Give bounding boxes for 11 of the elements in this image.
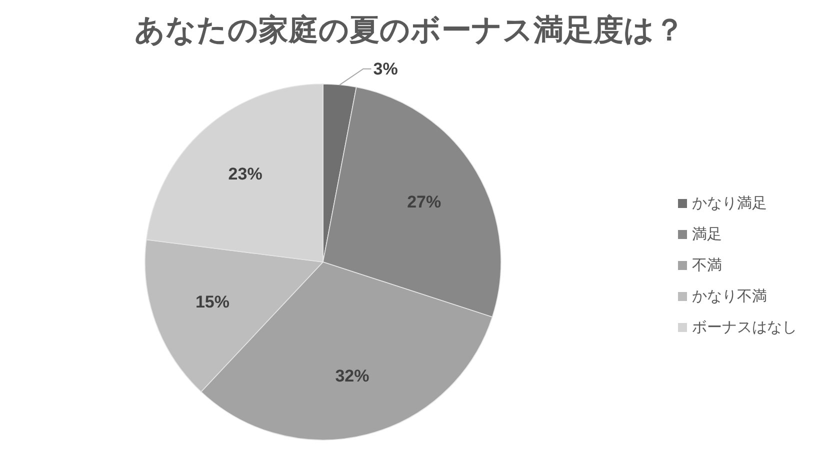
legend-label: 満足 xyxy=(692,225,722,244)
legend-label: かなり満足 xyxy=(692,194,767,213)
data-label: 15% xyxy=(195,292,230,312)
data-label: 3% xyxy=(373,59,398,78)
chart-title: あなたの家庭の夏のボーナス満足度は？ xyxy=(134,12,684,48)
data-label: 23% xyxy=(228,164,262,184)
legend-label: 不満 xyxy=(692,256,722,275)
legend-label: かなり不満 xyxy=(692,287,767,306)
data-label: 27% xyxy=(407,192,442,212)
data-label: 32% xyxy=(335,366,370,386)
legend-label: ボーナスはなし xyxy=(692,318,797,337)
